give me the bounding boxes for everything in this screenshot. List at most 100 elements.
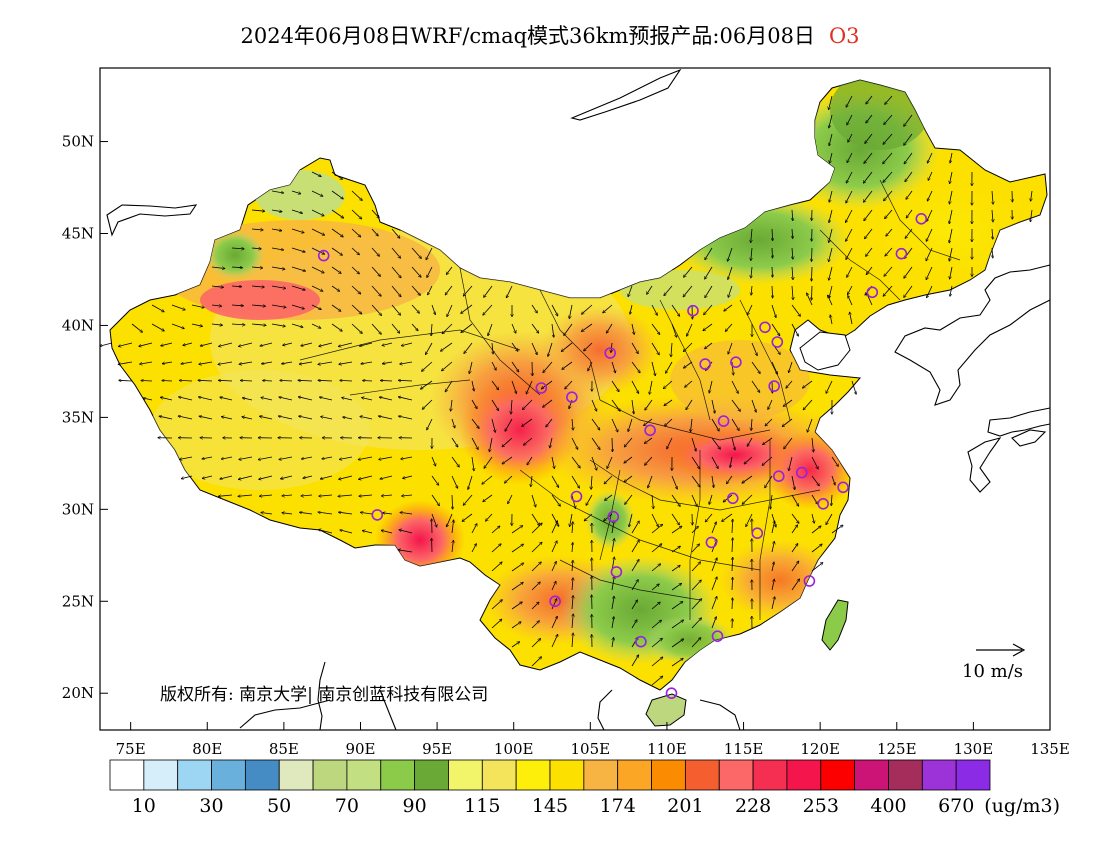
- lon-tick-label: 105E: [571, 740, 611, 758]
- colorbar-swatch: [481, 759, 517, 791]
- colorbar-swatch: [143, 759, 179, 791]
- colorbar-swatch: [312, 759, 348, 791]
- city-marker: [803, 575, 816, 587]
- copyright-notice: 版权所有: 南京大学| 南京创蓝科技有限公司: [160, 685, 489, 705]
- lon-tick-label: 95E: [422, 740, 452, 758]
- lon-tick-label: 100E: [494, 740, 534, 758]
- lon-tick-label: 80E: [192, 740, 222, 758]
- city-marker: [687, 304, 699, 317]
- colorbar-swatch: [718, 759, 754, 791]
- city-marker: [371, 509, 384, 521]
- city-marker: [915, 213, 928, 225]
- city-marker: [570, 490, 583, 503]
- city-marker: [895, 247, 908, 260]
- axes: 75E 80E 85E 90E 95E 100E 105E 110E 115E 120E 125E 1…: [62, 133, 1070, 758]
- lon-tick-label: 90E: [345, 740, 375, 758]
- colorbar-label: 115: [464, 795, 500, 817]
- city-marker: [665, 687, 678, 700]
- city-marker: [730, 356, 742, 369]
- colorbar-label: 228: [735, 795, 771, 817]
- colorbar-swatch: [955, 759, 991, 791]
- city-marker: [635, 635, 647, 648]
- city-markers: [317, 213, 928, 700]
- lat-tick-label: 40N: [62, 316, 94, 334]
- colorbar-swatch: [752, 759, 788, 791]
- lon-tick-label: 75E: [116, 740, 146, 758]
- colorbar-swatch: [414, 759, 449, 791]
- colorbar-swatch: [244, 759, 280, 791]
- lon-tick-label: 85E: [269, 740, 299, 758]
- taiwan-island: [821, 599, 849, 651]
- wind-vectors: [100, 95, 1032, 686]
- city-marker: [768, 380, 781, 392]
- title-text: 2024年06月08日WRF/cmaq模式36km预报产品:06月08日: [240, 24, 815, 48]
- hainan-island: [645, 693, 687, 727]
- lon-tick-label: 115E: [724, 740, 764, 758]
- city-marker: [795, 466, 808, 479]
- wind-reference-label: 10 m/s: [962, 661, 1023, 682]
- city-marker: [711, 630, 724, 643]
- colorbar-label: 50: [267, 795, 291, 817]
- province-borders: [299, 179, 961, 620]
- colorbar-label: 30: [199, 795, 223, 817]
- colorbar-swatch: [583, 759, 619, 791]
- colorbar-label: 174: [600, 795, 636, 817]
- pollutant-label: O3: [828, 24, 860, 48]
- colorbar-swatch: [109, 759, 145, 791]
- city-marker: [604, 347, 617, 359]
- city-marker: [566, 391, 578, 404]
- city-marker: [772, 470, 785, 483]
- colorbar-swatch: [549, 759, 585, 791]
- city-marker: [317, 249, 330, 262]
- lat-tick-label: 35N: [62, 408, 94, 426]
- city-marker: [751, 527, 764, 540]
- colorbar: 10 30 50 70 90 115 145 174 201 228 253 400 670 (ug/m3…: [109, 759, 1060, 817]
- lat-tick-label: 25N: [62, 592, 94, 610]
- city-marker: [705, 536, 718, 549]
- colorbar-swatch: [211, 759, 246, 791]
- lon-tick-label: 135E: [1030, 740, 1070, 758]
- colorbar-swatch: [820, 759, 856, 791]
- wind-reference: 10 m/s: [962, 643, 1026, 682]
- lon-tick-label: 130E: [954, 740, 994, 758]
- colorbar-swatch: [786, 759, 822, 791]
- colorbar-label: 70: [335, 795, 359, 817]
- lat-tick-label: 30N: [62, 500, 94, 518]
- colorbar-swatch: [921, 759, 957, 791]
- colorbar-swatch: [617, 759, 652, 791]
- city-marker: [837, 481, 849, 494]
- city-marker: [726, 492, 739, 505]
- colorbar-unit: (ug/m3): [984, 795, 1060, 817]
- city-marker: [759, 321, 771, 334]
- colorbar-label: 400: [870, 795, 906, 817]
- colorbar-swatch: [651, 759, 686, 791]
- colorbar-label: 90: [403, 795, 427, 817]
- colorbar-swatch: [380, 759, 416, 791]
- chart-title: 2024年06月08日WRF/cmaq模式36km预报产品:06月08日 O3: [0, 20, 1100, 50]
- colorbar-swatch: [888, 759, 923, 791]
- lat-tick-label: 50N: [62, 133, 94, 151]
- city-marker: [535, 382, 548, 394]
- coastlines: [106, 68, 1051, 731]
- city-marker: [771, 336, 784, 348]
- colorbar-label: 10: [132, 795, 156, 817]
- city-marker: [607, 510, 620, 523]
- colorbar-swatch: [346, 759, 382, 791]
- city-marker: [644, 424, 656, 437]
- lon-tick-label: 110E: [647, 740, 687, 758]
- bohai-bay: [799, 331, 851, 371]
- colorbar-swatch: [684, 759, 720, 791]
- city-marker: [549, 595, 561, 608]
- colorbar-swatch: [177, 759, 212, 791]
- colorbar-label: 670: [938, 795, 974, 817]
- city-marker: [866, 286, 879, 299]
- colorbar-swatch: [515, 759, 551, 791]
- city-marker: [817, 497, 830, 510]
- lat-tick-label: 20N: [62, 684, 94, 702]
- city-marker: [717, 415, 730, 427]
- lat-tick-label: 45N: [62, 225, 94, 243]
- city-marker: [699, 358, 712, 370]
- colorbar-swatch: [448, 759, 483, 791]
- colorbar-label: 201: [667, 795, 703, 817]
